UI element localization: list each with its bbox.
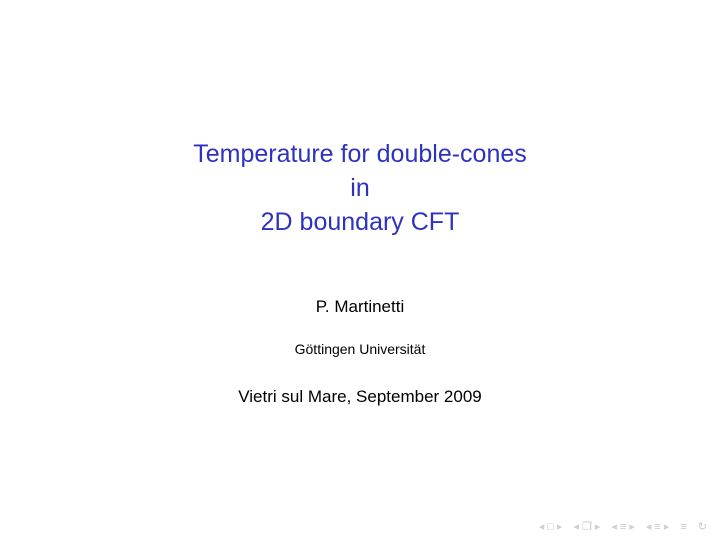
nav-frame[interactable]: ◂ ❐ ▸ — [573, 520, 601, 533]
nav-arrow-left-icon: ◂ — [611, 520, 618, 533]
title-line-2: in — [193, 172, 527, 206]
nav-back-icon[interactable]: ≡ — [680, 521, 687, 533]
nav-frame-icon: ❐ — [582, 520, 593, 533]
title-line-3: 2D boundary CFT — [193, 206, 527, 240]
nav-lines-icon: ≡ — [620, 521, 627, 533]
nav-subsection[interactable]: ◂ ≡ ▸ — [611, 520, 635, 533]
nav-arrow-left-icon: ◂ — [573, 520, 580, 533]
nav-arrow-left-icon: ◂ — [646, 520, 653, 533]
venue: Vietri sul Mare, September 2009 — [238, 387, 481, 407]
author: P. Martinetti — [316, 297, 405, 317]
slide-container: Temperature for double-cones in 2D bound… — [0, 0, 720, 541]
nav-arrow-right-icon: ▸ — [595, 520, 602, 533]
affiliation: Göttingen Universität — [295, 341, 426, 357]
nav-undo-icon[interactable]: ↻ — [698, 520, 708, 533]
nav-arrow-right-icon: ▸ — [664, 520, 671, 533]
nav-arrow-right-icon: ▸ — [557, 520, 564, 533]
title-line-1: Temperature for double-cones — [193, 138, 527, 172]
nav-arrow-left-icon: ◂ — [539, 520, 546, 533]
nav-section[interactable]: ◂ ≡ ▸ — [646, 520, 670, 533]
nav-square-icon: □ — [547, 521, 555, 533]
nav-lines-icon: ≡ — [654, 521, 661, 533]
nav-first-slide[interactable]: ◂ □ ▸ — [539, 520, 564, 533]
nav-footer: ◂ □ ▸ ◂ ❐ ▸ ◂ ≡ ▸ ◂ ≡ ▸ ≡ ↻ — [539, 520, 708, 533]
nav-arrow-right-icon: ▸ — [629, 520, 636, 533]
title-block: Temperature for double-cones in 2D bound… — [193, 138, 527, 239]
